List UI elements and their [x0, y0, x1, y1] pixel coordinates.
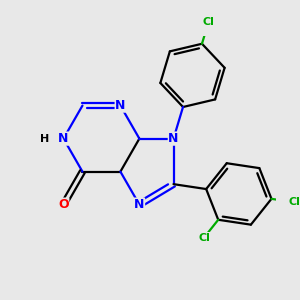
Text: N: N — [168, 132, 179, 145]
Text: Cl: Cl — [202, 17, 214, 27]
Text: H: H — [40, 134, 49, 144]
Text: O: O — [58, 198, 69, 211]
Text: N: N — [58, 132, 69, 145]
Text: Cl: Cl — [288, 197, 300, 207]
Text: N: N — [134, 198, 145, 211]
Text: N: N — [115, 99, 126, 112]
Text: Cl: Cl — [198, 232, 210, 243]
